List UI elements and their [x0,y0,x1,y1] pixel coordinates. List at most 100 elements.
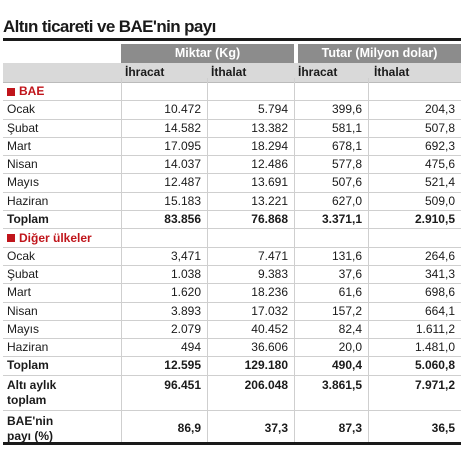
row-label: Toplam [7,212,49,227]
cell: 9.383 [257,266,288,281]
six-month-label-1: Altı aylık [7,377,57,392]
cell: 507,6 [331,175,362,190]
cell: 678,1 [331,138,362,153]
row-label: Mayıs [7,175,40,190]
cell: 204,3 [424,102,455,117]
cell: 14.582 [164,120,201,135]
cell: 1.611,2 [415,321,455,336]
cell: 206.048 [244,377,288,392]
cell: 664,1 [424,303,455,318]
cell: 12.487 [164,175,201,190]
cell: 17.095 [164,138,201,153]
table-row: Ocak 3,471 7.471 131,6 264,6 [3,248,461,266]
cell: 507,8 [424,120,455,135]
row-label: Nisan [7,157,38,172]
cell: 17.032 [251,303,288,318]
cell: 87,3 [338,420,362,435]
cell: 1.481,0 [414,340,455,355]
cell: 96.451 [164,377,201,392]
section-name: BAE [19,84,45,99]
total-row: Toplam 12.595 129.180 490,4 5.060,8 [3,357,461,376]
cell: 36,5 [431,420,455,435]
cell: 7.471 [257,248,288,263]
cell: 5.060,8 [414,358,455,373]
cell: 1.620 [170,285,201,300]
cell: 2.910,5 [414,212,455,227]
row-label: Mart [7,285,31,300]
table-body: BAE Ocak 10.472 5.794 399,6 204,3 Şubat 14.582 1… [3,83,461,376]
table-row: Mayıs 2.079 40.452 82,4 1.611,2 [3,321,461,340]
cell: 264,6 [424,248,455,263]
table-row: Ocak 10.472 5.794 399,6 204,3 [3,101,461,120]
subhead-tutar-ihracat: İhracat [298,65,338,79]
section-marker-icon [7,234,15,243]
row-label: Haziran [7,340,49,355]
cell: 3.861,5 [321,377,362,392]
table-row: Nisan 14.037 12.486 577,8 475,6 [3,156,461,175]
column-divider [294,78,295,443]
cell: 61,6 [338,285,362,300]
cell: 399,6 [331,102,362,117]
cell: 86,9 [177,420,201,435]
cell: 76.868 [251,212,288,227]
cell: 129.180 [244,358,288,373]
section-name: Diğer ülkeler [19,230,92,245]
cell: 698,6 [424,285,455,300]
group-miktar: Miktar (Kg) [121,44,294,63]
cell: 3.371,1 [321,212,362,227]
subhead-tutar-ithalat: İthalat [374,65,410,79]
table-row: Mart 1.620 18.236 61,6 698,6 [3,284,461,303]
cell: 13.382 [251,120,288,135]
row-label: Nisan [7,303,38,318]
cell: 5.794 [257,102,288,117]
cell: 3,471 [170,248,201,263]
row-label: Toplam [7,358,49,373]
section-header: BAE [3,83,461,102]
cell: 15.183 [164,193,201,208]
cell: 13.691 [251,175,288,190]
row-label: Ocak [7,248,36,263]
row-label: Şubat [7,266,39,281]
group-header: Miktar (Kg) Tutar (Milyon dolar) [3,44,461,63]
row-label: Mayıs [7,321,40,336]
cell: 37,6 [338,266,362,281]
table-row: Şubat 1.038 9.383 37,6 341,3 [3,266,461,285]
subhead-miktar-ihracat: İhracat [125,65,165,79]
table-row: Nisan 3.893 17.032 157,2 664,1 [3,303,461,321]
cell: 577,8 [331,157,362,172]
cell: 12.595 [164,358,201,373]
cell: 18.236 [251,285,288,300]
cell: 131,6 [331,248,362,263]
table-row: Mart 17.095 18.294 678,1 692,3 [3,138,461,157]
cell: 157,2 [331,303,362,318]
group-tutar: Tutar (Milyon dolar) [298,44,461,63]
cell: 509,0 [424,193,455,208]
column-divider [368,78,369,443]
section-marker-icon [7,87,15,96]
cell: 494 [180,340,201,355]
cell: 83.856 [164,212,201,227]
row-label: Şubat [7,120,39,135]
cell: 7.971,2 [414,377,455,392]
column-divider [207,78,208,443]
cell: 581,1 [331,120,362,135]
cell: 40.452 [251,321,288,336]
subhead-miktar-ithalat: İthalat [211,65,247,79]
row-label: Mart [7,138,31,153]
cell: 12.486 [251,157,288,172]
section-header: Diğer ülkeler [3,229,461,248]
six-month-label-2: toplam [7,392,47,407]
cell: 521,4 [424,175,455,190]
cell: 490,4 [331,358,362,373]
cell: 692,3 [424,138,455,153]
cell: 10.472 [164,102,201,117]
cell: 3.893 [170,303,201,318]
cell: 20,0 [338,340,362,355]
cell: 475,6 [424,157,455,172]
row-label: Ocak [7,102,36,117]
cell: 36.606 [251,340,288,355]
six-month-total-row: Altı aylık toplam 96.451 206.048 3.861,5… [3,376,461,411]
top-rule [3,38,461,41]
total-row: Toplam 83.856 76.868 3.371,1 2.910,5 [3,211,461,230]
bottom-rule [3,442,461,445]
